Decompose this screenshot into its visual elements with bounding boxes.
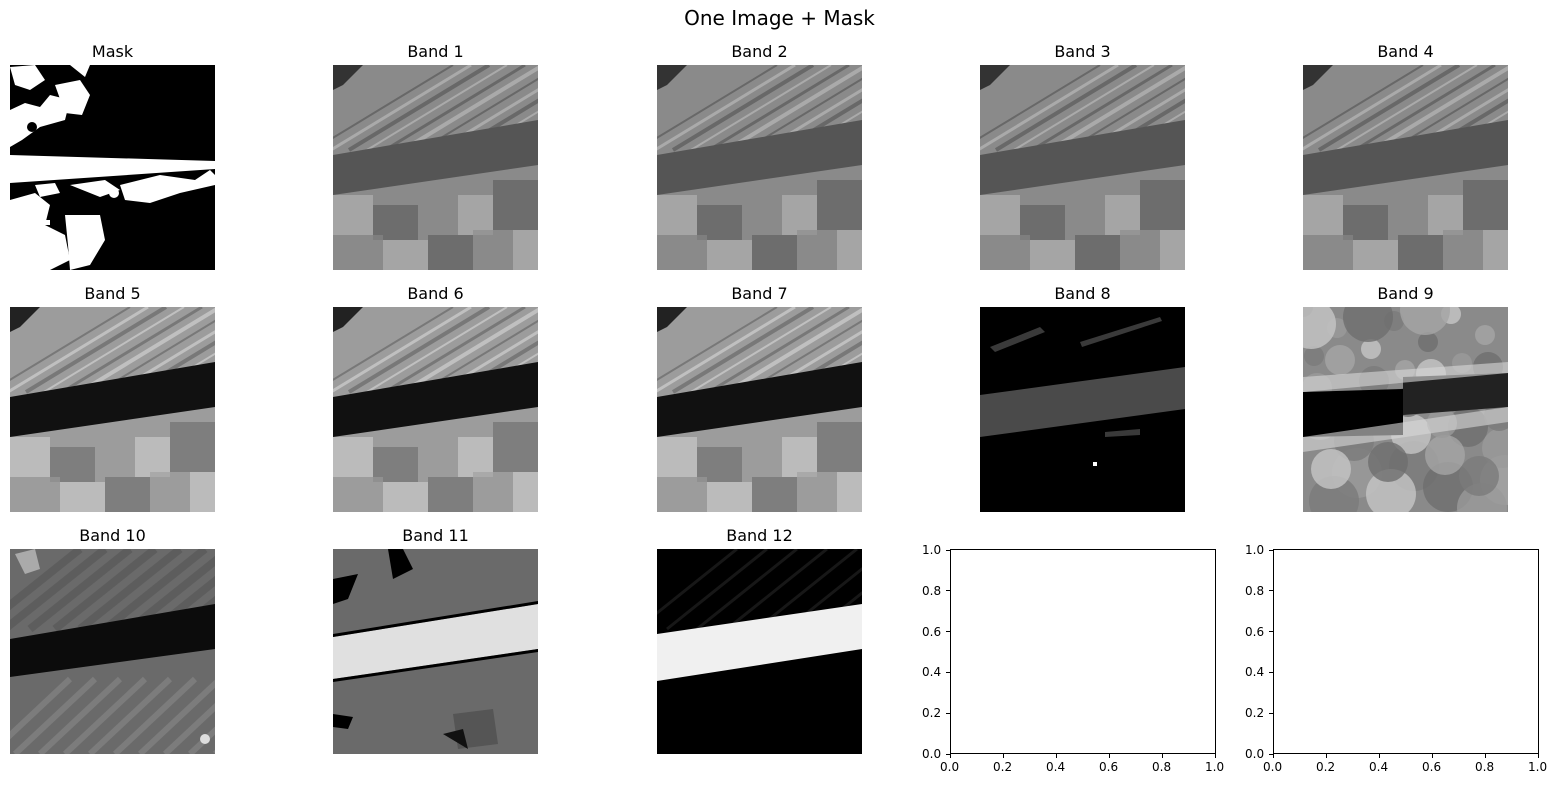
x-tick-label: 0.6 bbox=[1422, 760, 1442, 774]
y-tick-label: 0.4 bbox=[922, 665, 942, 680]
raster-image bbox=[333, 307, 538, 512]
y-tick-mark bbox=[1269, 549, 1273, 551]
panel-title: Mask bbox=[91, 42, 134, 61]
y-tick-label: 0.8 bbox=[922, 583, 942, 598]
raster-image bbox=[980, 307, 1185, 512]
y-tick-label: 0.6 bbox=[922, 624, 942, 639]
y-tick-mark bbox=[1269, 753, 1273, 755]
y-tick-mark bbox=[946, 590, 950, 592]
x-tick-mark bbox=[1214, 754, 1216, 758]
image-tile bbox=[10, 65, 215, 270]
x-tick-label: 0.6 bbox=[1099, 760, 1119, 774]
y-tick-mark bbox=[946, 549, 950, 551]
raster-image bbox=[657, 307, 862, 512]
panel-title: Band 5 bbox=[84, 284, 141, 303]
panel-title: Band 12 bbox=[726, 526, 793, 545]
y-tick-mark bbox=[946, 712, 950, 714]
raster-image bbox=[333, 65, 538, 270]
x-tick-mark bbox=[1537, 754, 1539, 758]
image-tile bbox=[10, 307, 215, 512]
y-tick-mark bbox=[1269, 712, 1273, 714]
x-tick-mark bbox=[1161, 754, 1163, 758]
panel-title: Band 1 bbox=[407, 42, 464, 61]
raster-image bbox=[10, 65, 215, 270]
y-tick-label: 0.6 bbox=[1245, 624, 1265, 639]
y-tick-label: 0.0 bbox=[1245, 747, 1265, 761]
x-tick-mark bbox=[1055, 754, 1057, 758]
image-tile bbox=[657, 307, 862, 512]
y-tick-label: 0.2 bbox=[1245, 706, 1265, 721]
x-tick-label: 1.0 bbox=[1528, 760, 1548, 774]
y-tick-mark bbox=[946, 631, 950, 633]
x-tick-label: 1.0 bbox=[1205, 760, 1225, 774]
y-tick-label: 0.4 bbox=[1245, 665, 1265, 680]
y-tick-label: 0.8 bbox=[1245, 583, 1265, 598]
panel-title: Band 11 bbox=[402, 526, 469, 545]
raster-image bbox=[1303, 307, 1508, 512]
raster-image bbox=[10, 307, 215, 512]
raster-image bbox=[657, 549, 862, 754]
y-tick-mark bbox=[1269, 631, 1273, 633]
y-tick-mark bbox=[946, 671, 950, 673]
y-tick-mark bbox=[1269, 671, 1273, 673]
image-tile bbox=[657, 549, 862, 754]
image-tile bbox=[1303, 307, 1508, 512]
raster-image bbox=[333, 549, 538, 754]
image-tile bbox=[980, 65, 1185, 270]
x-tick-mark bbox=[1325, 754, 1327, 758]
figure-title: One Image + Mask bbox=[684, 6, 875, 30]
y-tick-mark bbox=[946, 753, 950, 755]
raster-image bbox=[1303, 65, 1508, 270]
raster-image bbox=[10, 549, 215, 754]
x-tick-label: 0.2 bbox=[1316, 760, 1336, 774]
y-tick-label: 0.2 bbox=[922, 706, 942, 721]
panel-title: Band 10 bbox=[79, 526, 146, 545]
y-tick-label: 0.0 bbox=[922, 747, 942, 761]
y-tick-mark bbox=[1269, 590, 1273, 592]
image-tile bbox=[657, 65, 862, 270]
panel-title: Band 6 bbox=[407, 284, 464, 303]
image-tile bbox=[980, 307, 1185, 512]
panel-title: Band 4 bbox=[1377, 42, 1434, 61]
y-tick-label: 1.0 bbox=[922, 543, 942, 557]
x-tick-mark bbox=[1002, 754, 1004, 758]
x-tick-label: 0.4 bbox=[1046, 760, 1066, 774]
x-tick-mark bbox=[1108, 754, 1110, 758]
x-tick-label: 0.2 bbox=[993, 760, 1013, 774]
raster-image bbox=[980, 65, 1185, 270]
x-tick-label: 0.8 bbox=[1475, 760, 1495, 774]
x-tick-mark bbox=[1272, 754, 1274, 758]
x-tick-label: 0.8 bbox=[1152, 760, 1172, 774]
empty-axes bbox=[950, 549, 1216, 754]
x-tick-mark bbox=[1378, 754, 1380, 758]
x-tick-label: 0.4 bbox=[1369, 760, 1389, 774]
image-tile bbox=[333, 65, 538, 270]
panel-title: Band 7 bbox=[731, 284, 788, 303]
image-tile bbox=[10, 549, 215, 754]
image-tile bbox=[333, 549, 538, 754]
empty-axes bbox=[1273, 549, 1539, 754]
x-tick-label: 0.0 bbox=[1263, 760, 1283, 774]
y-tick-label: 1.0 bbox=[1245, 543, 1265, 557]
x-tick-mark bbox=[949, 754, 951, 758]
panel-title: Band 2 bbox=[731, 42, 788, 61]
image-tile bbox=[333, 307, 538, 512]
x-tick-mark bbox=[1431, 754, 1433, 758]
panel-title: Band 8 bbox=[1054, 284, 1111, 303]
x-tick-label: 0.0 bbox=[940, 760, 960, 774]
x-tick-mark bbox=[1484, 754, 1486, 758]
panel-title: Band 9 bbox=[1377, 284, 1434, 303]
panel-title: Band 3 bbox=[1054, 42, 1111, 61]
raster-image bbox=[657, 65, 862, 270]
image-tile bbox=[1303, 65, 1508, 270]
